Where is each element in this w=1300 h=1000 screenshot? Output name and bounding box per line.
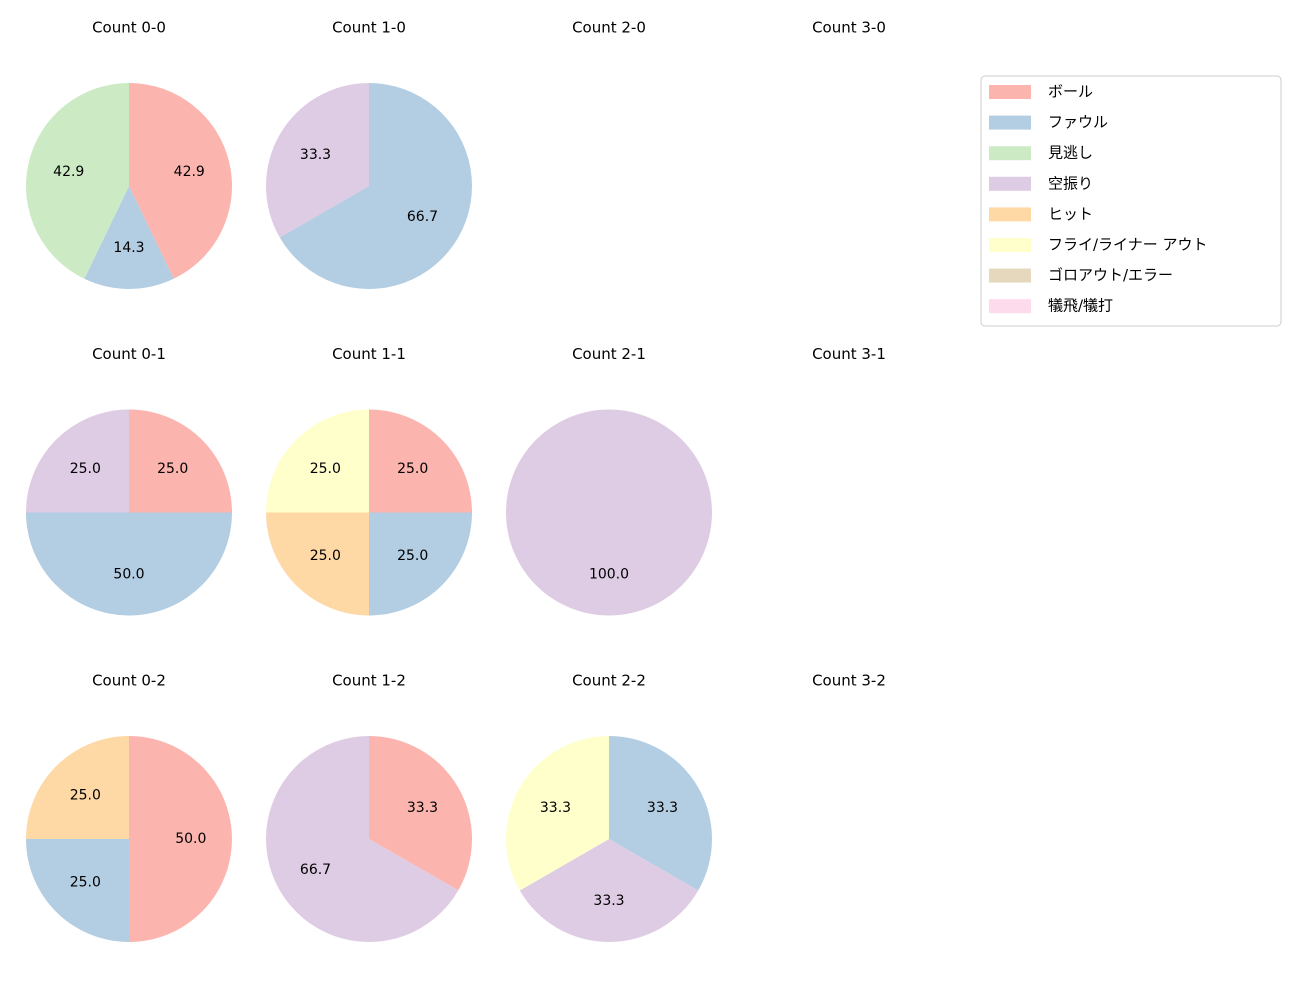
legend-label: フライ/ライナー アウト	[1048, 236, 1208, 254]
pie-wedge	[609, 736, 712, 891]
value-label: 100.0	[589, 566, 629, 582]
legend-label: 空振り	[1048, 174, 1093, 192]
legend-swatch	[989, 299, 1031, 314]
value-label: 33.3	[407, 800, 438, 816]
value-label: 50.0	[113, 566, 144, 582]
pie-title: Count 3-0	[812, 19, 886, 37]
pie-wedge	[26, 409, 129, 513]
value-label: 25.0	[310, 548, 341, 564]
value-label: 50.0	[175, 831, 206, 847]
legend-swatch	[989, 146, 1031, 161]
legend-label: ボール	[1048, 83, 1093, 101]
legend-swatch	[989, 238, 1031, 252]
legend-swatch	[989, 85, 1031, 99]
pie-wedge	[266, 83, 369, 238]
legend-label: ファウル	[1048, 113, 1108, 131]
pie-title: Count 0-2	[92, 672, 166, 690]
pie-title: Count 0-0	[92, 19, 166, 37]
pie-wedge	[25, 83, 129, 279]
pie-wedge	[266, 512, 369, 616]
pie-wedge	[369, 736, 472, 891]
value-label: 66.7	[407, 209, 438, 225]
pie-wedge	[266, 409, 369, 513]
value-label: 14.3	[113, 240, 144, 256]
pie-wedge	[506, 409, 712, 616]
pie-wedge	[129, 736, 232, 942]
pie-wedge	[129, 83, 233, 279]
legend-swatch	[989, 115, 1031, 130]
value-label: 66.7	[300, 862, 331, 878]
pie-title: Count 1-1	[332, 345, 406, 363]
pie-wedge	[369, 512, 472, 616]
legend-box	[980, 75, 1282, 327]
pie-title: Count 1-0	[332, 19, 406, 37]
value-label: 33.3	[647, 800, 678, 816]
value-label: 33.3	[540, 800, 571, 816]
pie-title: Count 2-1	[572, 345, 646, 363]
pie-title: Count 3-1	[812, 345, 886, 363]
pie-title: Count 1-2	[332, 672, 406, 690]
pie-title: Count 3-2	[812, 672, 886, 690]
pie-wedge	[519, 839, 699, 942]
pie-wedge	[266, 736, 459, 943]
legend-label: ヒット	[1048, 205, 1093, 223]
pie-title: Count 2-0	[572, 19, 646, 37]
legend-swatch	[989, 268, 1031, 283]
pie-title: Count 2-2	[572, 672, 646, 690]
pie-wedge	[279, 83, 472, 289]
pie-wedge	[26, 512, 232, 616]
value-label: 25.0	[157, 461, 188, 477]
value-label: 25.0	[70, 787, 101, 803]
value-label: 33.3	[300, 147, 331, 163]
legend-label: 犠飛/犠打	[1048, 297, 1113, 315]
pie-wedge	[369, 409, 472, 513]
value-label: 42.9	[174, 164, 205, 180]
value-label: 42.9	[53, 164, 84, 180]
legend-swatch	[989, 207, 1031, 222]
legend-label: ゴロアウト/エラー	[1048, 266, 1173, 284]
legend-swatch	[989, 176, 1031, 191]
value-label: 25.0	[70, 875, 101, 891]
pie-wedge	[129, 409, 232, 513]
legend-label: 見逃し	[1048, 144, 1093, 162]
pie-wedge	[26, 736, 129, 839]
value-label: 33.3	[593, 893, 624, 909]
value-label: 25.0	[397, 461, 428, 477]
value-label: 25.0	[70, 461, 101, 477]
pie-wedge	[84, 186, 174, 289]
value-label: 25.0	[310, 461, 341, 477]
pie-title: Count 0-1	[92, 345, 166, 363]
value-label: 25.0	[397, 548, 428, 564]
pie-wedge	[26, 839, 129, 942]
pie-wedge	[506, 736, 609, 891]
